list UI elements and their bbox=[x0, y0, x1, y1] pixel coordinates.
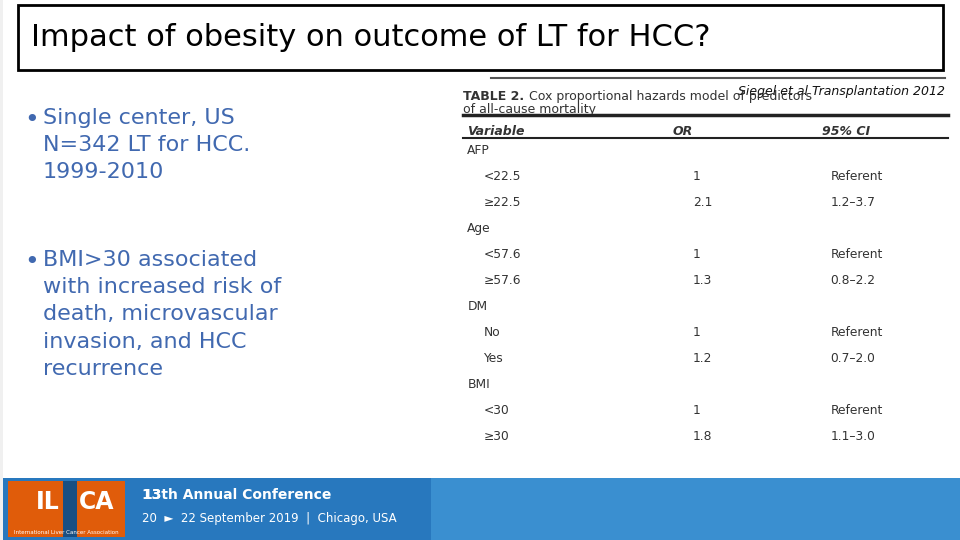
Text: Single center, US
N=342 LT for HCC.
1999-2010: Single center, US N=342 LT for HCC. 1999… bbox=[42, 108, 250, 183]
Text: 20  ►  22 September 2019  |  Chicago, USA: 20 ► 22 September 2019 | Chicago, USA bbox=[142, 512, 396, 525]
Text: Cox proportional hazards model of predictors: Cox proportional hazards model of predic… bbox=[517, 90, 812, 103]
Text: Variable: Variable bbox=[468, 125, 525, 138]
Text: Impact of obesity on outcome of LT for HCC?: Impact of obesity on outcome of LT for H… bbox=[31, 24, 710, 52]
Text: Yes: Yes bbox=[483, 352, 503, 365]
Bar bbox=[17, 5, 943, 70]
Text: <57.6: <57.6 bbox=[483, 248, 521, 261]
Text: 1.8: 1.8 bbox=[693, 430, 712, 443]
Bar bbox=[8, 481, 126, 537]
Text: TABLE 2.: TABLE 2. bbox=[464, 90, 524, 103]
Text: Referent: Referent bbox=[830, 404, 883, 417]
Text: <22.5: <22.5 bbox=[483, 170, 521, 183]
Text: 1: 1 bbox=[693, 404, 701, 417]
Text: •: • bbox=[25, 250, 39, 274]
Text: AFP: AFP bbox=[468, 144, 491, 157]
Text: 1.2–3.7: 1.2–3.7 bbox=[830, 196, 876, 209]
Text: 0.7–2.0: 0.7–2.0 bbox=[830, 352, 876, 365]
Text: CA: CA bbox=[79, 490, 114, 514]
Text: 95% CI: 95% CI bbox=[823, 125, 871, 138]
Text: OR: OR bbox=[673, 125, 693, 138]
Bar bbox=[3, 478, 960, 540]
Bar bbox=[62, 481, 77, 537]
Text: 13th Annual Conference: 13th Annual Conference bbox=[142, 488, 332, 502]
Text: DM: DM bbox=[468, 300, 488, 313]
Text: 13: 13 bbox=[142, 488, 161, 502]
Text: 1.2: 1.2 bbox=[693, 352, 712, 365]
Text: International Liver Cancer Association: International Liver Cancer Association bbox=[14, 530, 119, 535]
Text: 1: 1 bbox=[693, 248, 701, 261]
Text: No: No bbox=[483, 326, 500, 339]
Text: Age: Age bbox=[468, 222, 491, 235]
Text: •: • bbox=[25, 108, 39, 132]
Text: BMI: BMI bbox=[468, 378, 491, 391]
Text: 2.1: 2.1 bbox=[693, 196, 712, 209]
Text: ≥22.5: ≥22.5 bbox=[483, 196, 521, 209]
Bar bbox=[3, 0, 960, 480]
Text: Referent: Referent bbox=[830, 248, 883, 261]
Text: <30: <30 bbox=[483, 404, 509, 417]
Text: 1: 1 bbox=[693, 326, 701, 339]
Text: ≥57.6: ≥57.6 bbox=[483, 274, 521, 287]
Text: Referent: Referent bbox=[830, 326, 883, 339]
Text: 1.3: 1.3 bbox=[693, 274, 712, 287]
Text: BMI>30 associated
with increased risk of
death, microvascular
invasion, and HCC
: BMI>30 associated with increased risk of… bbox=[42, 250, 281, 379]
Text: Siegel et al Transplantation 2012: Siegel et al Transplantation 2012 bbox=[738, 85, 945, 98]
Text: 1: 1 bbox=[693, 170, 701, 183]
Text: of all-cause mortality: of all-cause mortality bbox=[464, 103, 596, 116]
Text: 1.1–3.0: 1.1–3.0 bbox=[830, 430, 876, 443]
Text: 0.8–2.2: 0.8–2.2 bbox=[830, 274, 876, 287]
Text: ≥30: ≥30 bbox=[483, 430, 509, 443]
Bar bbox=[431, 478, 960, 540]
Text: IL: IL bbox=[36, 490, 60, 514]
Text: Referent: Referent bbox=[830, 170, 883, 183]
